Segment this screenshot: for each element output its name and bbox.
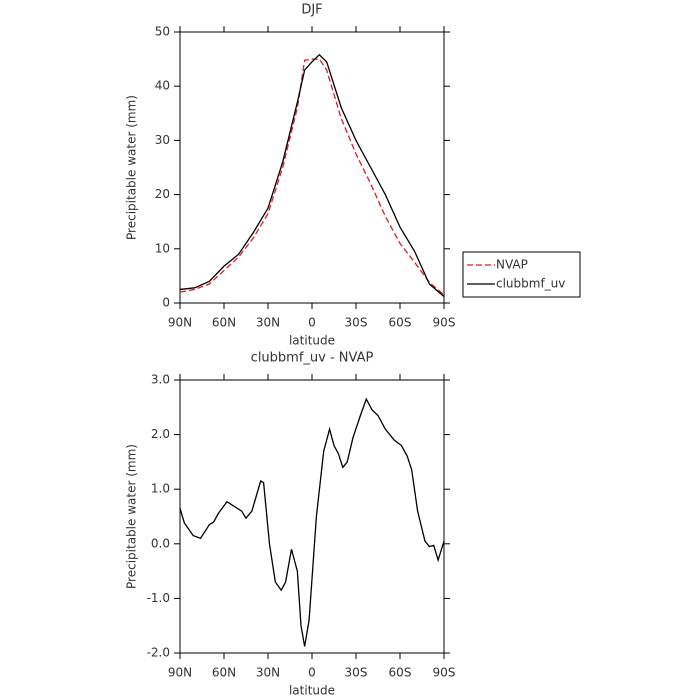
x-tick-label: 30S <box>345 666 368 680</box>
y-tick-label: 10 <box>155 241 170 255</box>
chart-title: DJF <box>301 3 322 18</box>
plot-frame <box>179 31 445 304</box>
x-tick-label: 60N <box>212 666 236 680</box>
y-tick-label: 3.0 <box>151 373 170 387</box>
y-tick-label: 50 <box>155 25 170 39</box>
line-series <box>179 53 445 297</box>
x-tick-label: 30N <box>256 316 280 330</box>
y-tick-label: -2.0 <box>147 646 170 660</box>
x-tick-label: 60S <box>389 666 412 680</box>
line-series <box>179 397 445 647</box>
y-tick-label: 0 <box>162 296 170 310</box>
plot-frame <box>179 379 445 654</box>
y-tick-label: 40 <box>155 79 170 93</box>
y-tick-label: 2.0 <box>151 427 170 441</box>
x-tick-label: 30S <box>345 316 368 330</box>
x-tick-label: 30N <box>256 666 280 680</box>
y-tick-label: 30 <box>155 133 170 147</box>
line-series <box>179 58 445 296</box>
y-tick-label: 20 <box>155 187 170 201</box>
legend-box <box>462 251 581 298</box>
legend-label: clubbmf_uv <box>496 277 565 291</box>
chart-title: clubbmf_uv - NVAP <box>251 351 374 366</box>
x-tick-label: 90N <box>168 316 192 330</box>
y-axis-label: Precipitable water (mm) <box>125 95 139 240</box>
legend-label: NVAP <box>496 258 528 272</box>
x-axis-label: latitude <box>289 334 335 348</box>
y-tick-label: 0.0 <box>151 536 170 550</box>
x-tick-label: 90N <box>168 666 192 680</box>
x-tick-label: 0 <box>308 666 316 680</box>
x-tick-label: 60S <box>389 316 412 330</box>
x-tick-label: 0 <box>308 316 316 330</box>
x-tick-label: 90S <box>433 666 456 680</box>
y-tick-label: 1.0 <box>151 482 170 496</box>
x-axis-label: latitude <box>289 684 335 698</box>
y-tick-label: -1.0 <box>147 591 170 605</box>
x-tick-label: 90S <box>433 316 456 330</box>
x-tick-label: 60N <box>212 316 236 330</box>
y-axis-label: Precipitable water (mm) <box>125 444 139 589</box>
